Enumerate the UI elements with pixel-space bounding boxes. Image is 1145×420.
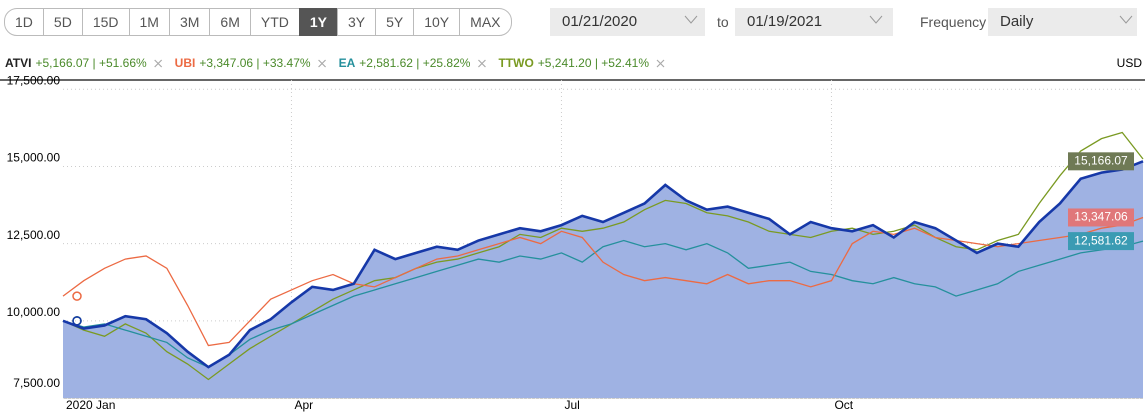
range-button[interactable]: 5Y <box>375 8 415 36</box>
range-button[interactable]: 6M <box>209 8 251 36</box>
legend-name: UBI <box>175 56 196 70</box>
line <box>62 216 1144 347</box>
legend-name: ATVI <box>5 56 31 70</box>
x-tick-label: Jul <box>564 398 579 412</box>
x-tick-label: 2020 Jan <box>66 398 115 412</box>
end-date[interactable]: 01/19/2021 <box>735 8 893 36</box>
y-tick-label: 15,000.00 <box>7 151 61 165</box>
legend-close <box>154 59 163 68</box>
range-button[interactable]: 10Y <box>413 8 461 36</box>
line <box>62 239 1144 368</box>
range-button[interactable]: 3Y <box>336 8 377 36</box>
range-button[interactable]: 1D <box>4 8 44 36</box>
y-tick-label: 17,500.00 <box>7 73 61 87</box>
start-date[interactable]: 01/21/2020 <box>550 8 705 36</box>
legend-close <box>656 59 665 68</box>
value-label: 15,166.07 <box>1074 153 1128 167</box>
legend-change: +5,241.20 | +52.41% <box>538 56 650 70</box>
range-button[interactable]: 1Y <box>298 8 338 36</box>
x-tick-label: Oct <box>834 398 853 412</box>
legend-name: EA <box>339 56 356 70</box>
start-marker <box>72 291 82 301</box>
legend-change: +2,581.62 | +25.82% <box>359 56 471 70</box>
line <box>62 131 1144 381</box>
range-button[interactable]: YTD <box>249 8 300 36</box>
legend-change: +5,166.07 | +51.66% <box>35 56 147 70</box>
value-label: 12,581.62 <box>1074 233 1128 247</box>
value-label: 13,347.06 <box>1074 210 1128 224</box>
range-button[interactable]: 3M <box>168 8 211 36</box>
y-tick-label: 12,500.00 <box>7 228 61 242</box>
start-marker <box>72 316 82 326</box>
value-label-bg <box>1068 152 1134 171</box>
x-tick-label: Apr <box>294 398 313 412</box>
area <box>63 161 1143 398</box>
to-label: to <box>717 14 729 30</box>
value-label-bg <box>1068 232 1134 251</box>
range-button[interactable]: 15D <box>81 8 130 36</box>
range-button[interactable]: 5D <box>42 8 83 36</box>
start-marker <box>72 316 82 326</box>
frequency-select[interactable]: Daily <box>988 8 1137 36</box>
legend-name: TTWO <box>498 56 533 70</box>
range-button[interactable]: 1M <box>128 8 170 36</box>
currency: USD <box>1117 56 1143 70</box>
range-bar: 1D 5D 15D 1M 3M 6M YTD 1Y 3Y 5Y 10Y MAX <box>4 8 512 36</box>
legend-close <box>318 59 326 68</box>
legend-close <box>478 59 486 68</box>
legend-change: +3,347.06 | +33.47% <box>199 56 311 70</box>
y-tick-label: 7,500.00 <box>13 376 60 390</box>
line <box>62 160 1144 369</box>
y-tick-label: 10,000.00 <box>7 305 61 319</box>
frequency-label: Frequency <box>920 14 987 30</box>
start-marker <box>72 316 82 326</box>
range-button[interactable]: MAX <box>459 8 512 36</box>
value-label-bg <box>1068 208 1134 227</box>
